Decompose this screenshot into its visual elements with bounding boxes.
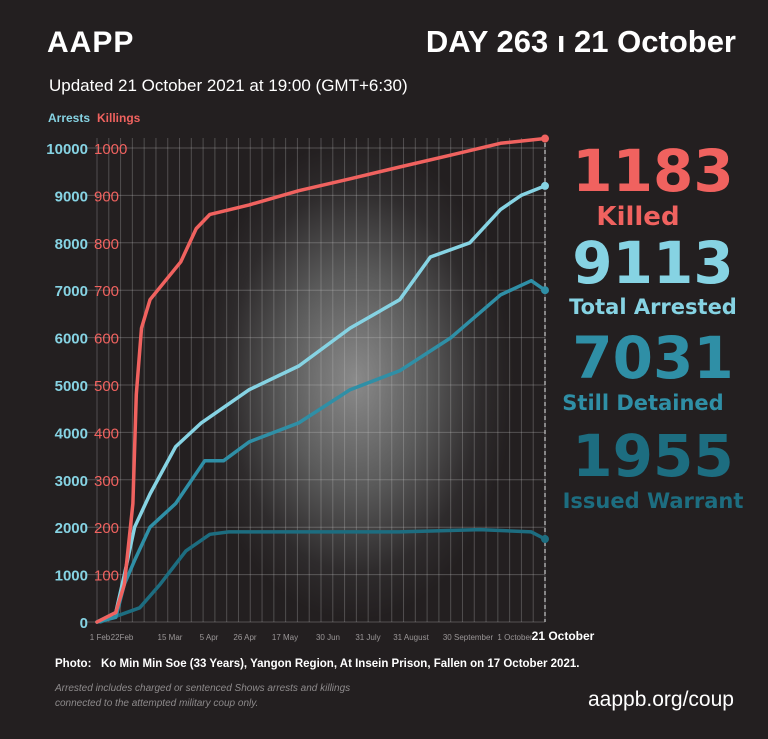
series-end-point-killings [541, 134, 549, 143]
x-tick-label: 26 Apr [233, 633, 256, 642]
x-tick-label: 31 July [355, 633, 380, 642]
day-counter: DAY 263 ı 21 October [425, 24, 736, 59]
photo-caption-text: Ko Min Min Soe (33 Years), Yangon Region… [101, 658, 580, 670]
killings-tick-label: 800 [94, 236, 119, 253]
source-url: aappb.org/coup [588, 688, 734, 711]
series-line-warrant [98, 527, 547, 624]
arrests-tick-label: 1000 [55, 568, 88, 585]
killings-tick-label: 900 [94, 188, 119, 205]
killed-label: Killed [596, 202, 680, 232]
arrests-tick-label: 8000 [55, 236, 88, 253]
arrests-tick-label: 10000 [46, 141, 88, 158]
detained-value: 7031 [572, 324, 734, 392]
series-line-detained [95, 278, 547, 624]
footnote: Arrested includes charged or sentenced S… [55, 683, 351, 709]
killings-tick-label: 500 [94, 378, 119, 395]
x-tick-label: 30 Jun [316, 633, 340, 642]
killed-value: 1183 [572, 137, 734, 205]
killings-tick-label: 700 [94, 283, 119, 300]
arrests-tick-label: 2000 [55, 520, 88, 537]
stats-panel: 1183 Killed 9113 Total Arrested 7031 Sti… [548, 140, 758, 514]
arrests-tick-label: 9000 [55, 188, 88, 205]
arrests-tick-label: 5000 [55, 378, 88, 395]
x-tick-label: 30 September [443, 633, 494, 642]
series-end-point-arrests [541, 181, 549, 190]
series-end-point-detained [541, 286, 549, 295]
series-line-killings [95, 136, 547, 624]
photo-caption: Photo: Ko Min Min Soe (33 Years), Yangon… [55, 658, 579, 670]
x-tick-label: 1 October [497, 633, 532, 642]
killings-tick-label: 200 [94, 520, 119, 537]
killings-tick-label: 300 [94, 473, 119, 490]
brand-logo: AAPP [47, 26, 135, 59]
x-tick-label: 17 May [272, 633, 298, 642]
x-tick-label: 21 October [532, 629, 595, 643]
x-tick-label: 31 August [393, 633, 429, 642]
arrests-tick-label: 4000 [55, 425, 88, 442]
arrests-tick-label: 6000 [55, 331, 88, 348]
x-tick-label: 15 Mar [158, 633, 183, 642]
x-tick-label: 22Feb [111, 633, 134, 642]
x-tick-label: 5 Apr [200, 633, 219, 642]
killings-axis-label: Killings [97, 111, 141, 125]
x-tick-label: 1 Feb [90, 633, 111, 642]
detained-label: Still Detained [562, 391, 724, 415]
arrests-tick-label: 7000 [55, 283, 88, 300]
killings-tick-label: 100 [94, 568, 119, 585]
killings-tick-label: 600 [94, 331, 119, 348]
warrant-value: 1955 [572, 422, 734, 490]
arrests-tick-label: 0 [80, 615, 88, 632]
warrant-label: Issued Warrant [562, 489, 744, 513]
photo-label: Photo: [55, 658, 92, 670]
killings-tick-label: 1000 [94, 141, 127, 158]
arrested-value: 9113 [572, 229, 734, 297]
series-end-point-warrant [541, 535, 549, 544]
arrests-tick-label: 3000 [55, 473, 88, 490]
killings-tick-label: 400 [94, 425, 119, 442]
arrested-label: Total Arrested [569, 295, 737, 319]
updated-timestamp: Updated 21 October 2021 at 19:00 (GMT+6:… [49, 76, 408, 95]
victim-photo [190, 140, 520, 620]
arrests-axis-label: Arrests [48, 111, 91, 125]
